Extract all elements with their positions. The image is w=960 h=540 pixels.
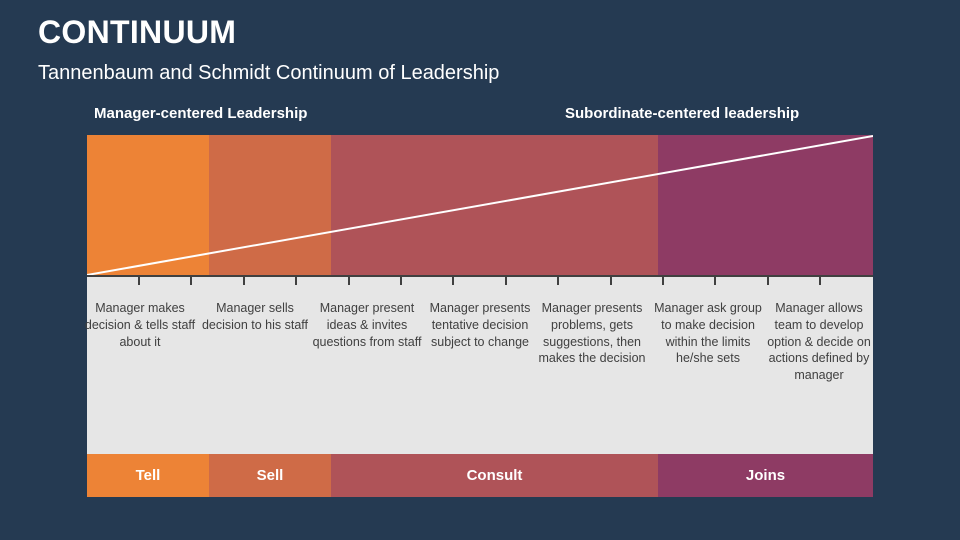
band-joins — [658, 135, 873, 276]
band-tell — [87, 135, 209, 276]
behavior-text-6: Manager ask group to make decision withi… — [654, 301, 762, 366]
axis-tick — [190, 276, 193, 285]
behavior-text-2: Manager sells decision to his staff — [201, 301, 309, 332]
behavior-text-3: Manager present ideas & invites question… — [312, 301, 422, 349]
axis-tick — [295, 276, 298, 285]
behavior-text-4: Manager presents tentative decision subj… — [429, 301, 531, 349]
axis-tick — [662, 276, 664, 285]
stage-label-joins: Joins — [658, 454, 873, 497]
stage-label-sell: Sell — [209, 454, 331, 497]
axis-tick — [504, 276, 507, 285]
stage-label-consult: Consult — [331, 454, 658, 497]
continuum-axis — [87, 275, 873, 277]
axis-tick — [766, 276, 769, 285]
behavior-text-5: Manager presents problems, gets suggesti… — [538, 301, 646, 366]
axis-tick — [138, 276, 140, 285]
authority-diagonal-line — [87, 135, 873, 276]
stage-label-tell: Tell — [87, 454, 209, 497]
behavior-text-7: Manager allows team to develop option & … — [767, 301, 871, 383]
axis-tick — [400, 276, 402, 285]
axis-tick — [609, 276, 612, 285]
band-sell — [209, 135, 331, 276]
slide-subtitle: Tannenbaum and Schmidt Continuum of Lead… — [38, 62, 500, 84]
band-consult — [331, 135, 658, 276]
axis-tick — [347, 276, 350, 285]
slide-title: CONTINUUM — [38, 14, 237, 50]
behavior-text-1: Manager makes decision & tells staff abo… — [84, 301, 196, 349]
manager-centered-header: Manager-centered Leadership — [94, 105, 308, 122]
subordinate-centered-header: Subordinate-centered leadership — [565, 105, 800, 122]
axis-tick — [714, 276, 717, 285]
axis-tick — [242, 276, 245, 285]
axis-tick — [452, 276, 455, 285]
axis-tick — [557, 276, 560, 285]
axis-tick — [819, 276, 822, 285]
